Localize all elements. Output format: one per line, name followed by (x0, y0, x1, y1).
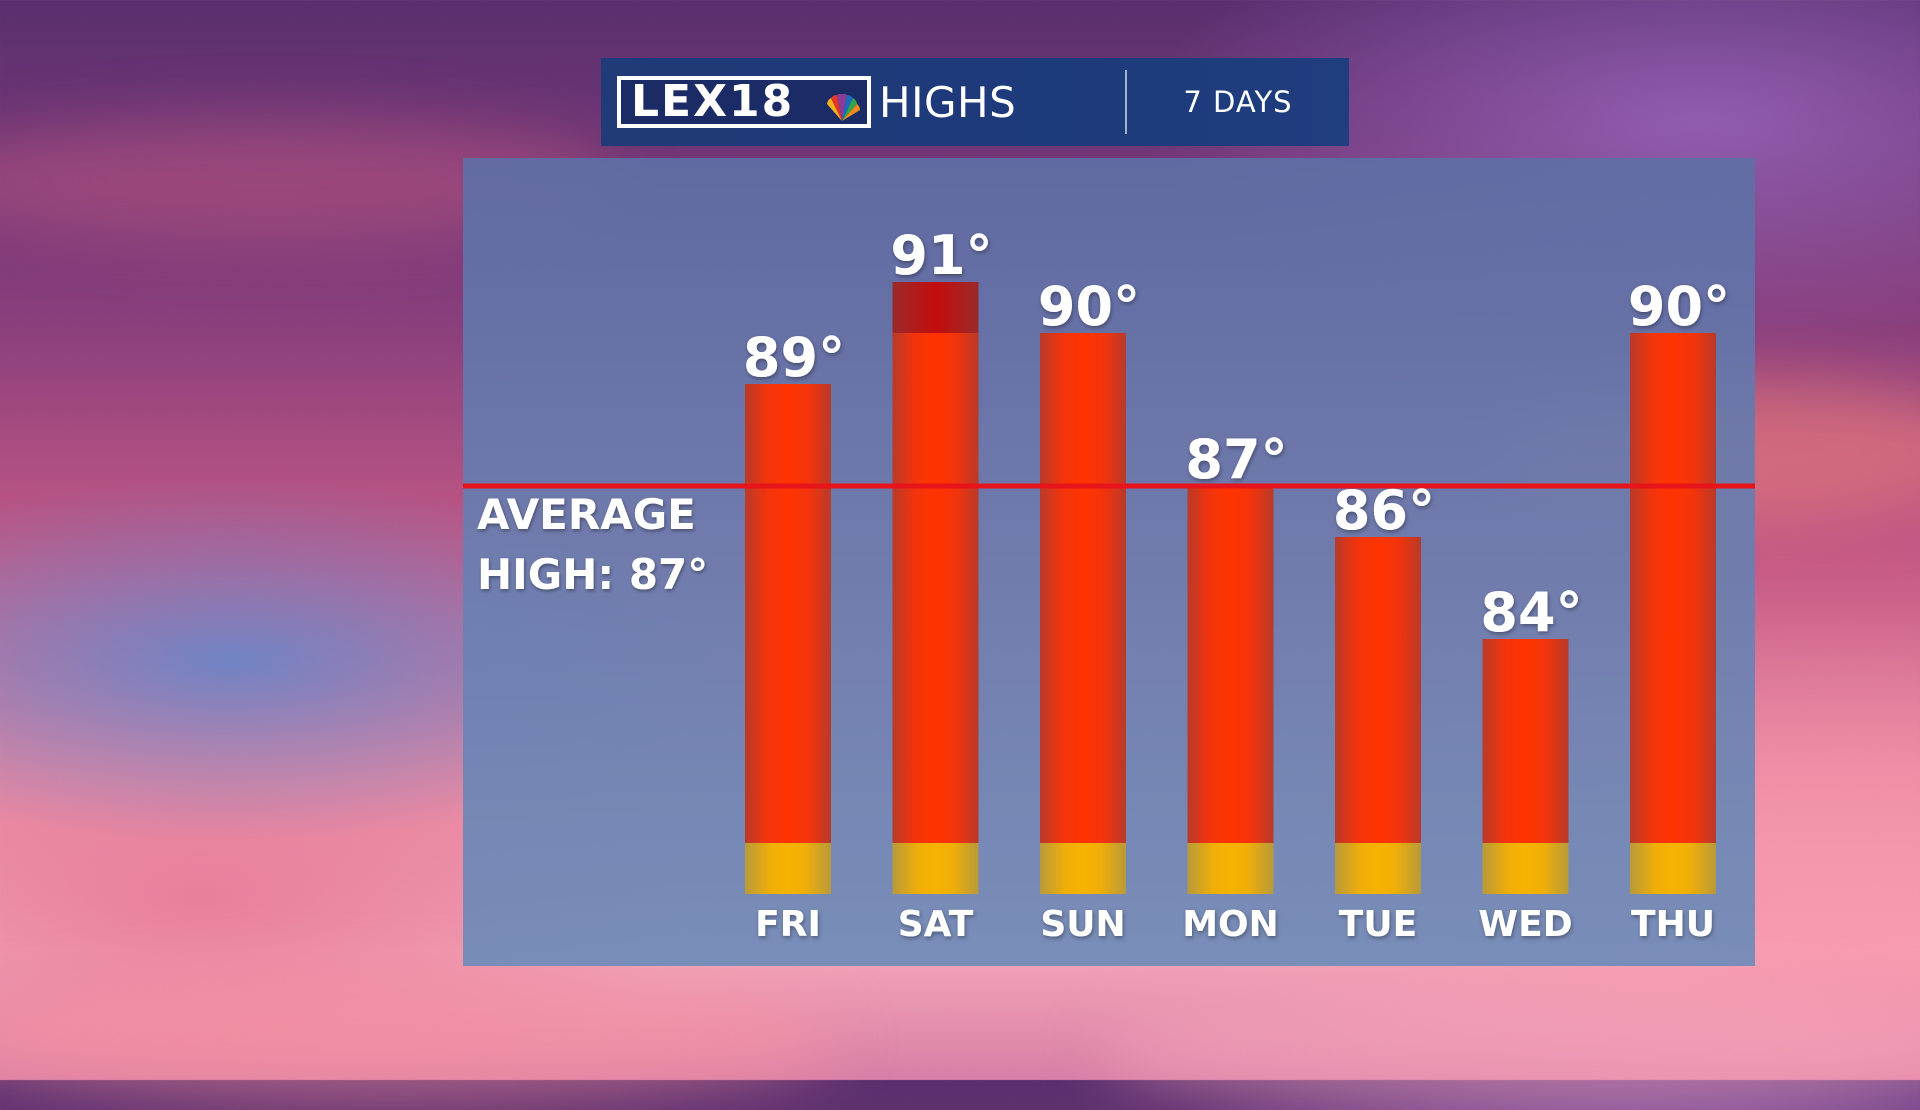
bar-sat (892, 282, 979, 843)
bar-mon (1187, 486, 1274, 843)
header-divider (1125, 70, 1127, 134)
value-label-sun: 90° (1038, 275, 1140, 338)
value-label-wed: 84° (1480, 581, 1582, 644)
chart-panel: 89° FRI 91° SAT 90° SUN 87° MON 86° TUE 84° WED 90° T… (463, 158, 1755, 966)
station-logo: LEX18 (617, 76, 871, 128)
bar-base-wed (1482, 843, 1569, 894)
average-label-line2: HIGH: 87° (477, 550, 709, 599)
bar-base-tue (1335, 843, 1421, 894)
logo-text: LEX18 (631, 76, 795, 127)
bar-top-sat (892, 282, 979, 333)
average-label-line1: AVERAGE (477, 490, 696, 539)
bar-tue (1335, 537, 1421, 843)
value-label-mon: 87° (1185, 428, 1287, 491)
header-range: 7 DAYS (1183, 85, 1293, 119)
bar-base-mon (1187, 843, 1274, 894)
bar-base-sun (1040, 843, 1126, 894)
bar-thu (1630, 333, 1716, 843)
sky-streak (0, 980, 840, 1100)
bar-chart: 89° FRI 91° SAT 90° SUN 87° MON 86° TUE 84° WED 90° T… (463, 224, 1755, 945)
category-label-mon: MON (1182, 904, 1279, 945)
sky-streak (1100, 990, 1920, 1110)
value-label-sat: 91° (890, 224, 992, 287)
header-title: HIGHS (879, 77, 1017, 127)
category-label-sat: SAT (898, 904, 974, 945)
bar-fri (745, 384, 831, 843)
value-label-tue: 86° (1333, 479, 1435, 542)
graphic-header: LEX18 HIGHS 7 DAYS (601, 58, 1349, 146)
bar-base-sat (892, 843, 979, 894)
category-label-thu: THU (1631, 904, 1715, 945)
bar-wed (1482, 639, 1569, 843)
bar-base-fri (745, 843, 831, 894)
bar-base-thu (1630, 843, 1716, 894)
peacock-icon (827, 94, 860, 121)
category-label-wed: WED (1478, 904, 1572, 945)
category-label-tue: TUE (1339, 904, 1417, 945)
bar-sun (1040, 333, 1126, 843)
value-label-fri: 89° (743, 326, 845, 389)
category-label-sun: SUN (1040, 904, 1125, 945)
value-label-thu: 90° (1628, 275, 1730, 338)
category-label-fri: FRI (755, 904, 821, 945)
